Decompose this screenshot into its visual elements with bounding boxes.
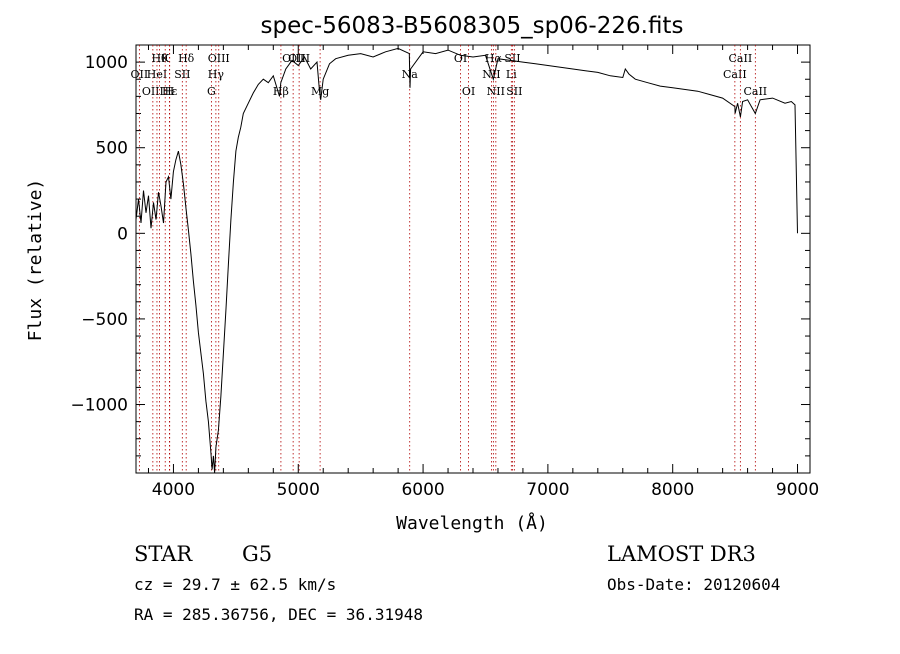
spectral-line-label: Hβ (273, 85, 289, 98)
x-tick-label: 5000 (277, 480, 320, 500)
spectral-line-label: Mg (311, 85, 329, 98)
obs-date: Obs-Date: 20120604 (607, 575, 780, 594)
spectral-line-label: Hγ (208, 68, 225, 81)
spectral-line-label: SII (174, 68, 190, 81)
x-axis-label: Wavelength (Å) (396, 512, 548, 534)
spectral-line-label: Hθ (151, 52, 168, 65)
y-tick-label: −1000 (70, 396, 128, 416)
chart-title: spec-56083-B5608305_sp06-226.fits (261, 13, 684, 39)
y-axis-label: Flux (relative) (25, 179, 46, 342)
plot-frame (135, 44, 811, 474)
spectral-line-label: OII (131, 68, 149, 81)
spectral-line-label: OI (454, 52, 467, 65)
spectral-line-label: CaII (729, 52, 753, 65)
plot-axes: 4000 5000 6000 7000 8000 9000 −1000 −500 0 500 100… (70, 44, 819, 500)
y-tick-label: −500 (81, 310, 128, 330)
spectral-line-label: Li (506, 68, 517, 81)
spectral-line-label: OIII (282, 52, 304, 65)
spectral-line-label: OIII (288, 52, 310, 65)
y-tick-label: 0 (117, 224, 128, 244)
spectral-line-label: CaII (723, 68, 747, 81)
object-subclass: G5 (242, 542, 272, 566)
x-tick-label: 8000 (651, 480, 694, 500)
redshift-info: cz = 29.7 ± 62.5 km/s (134, 575, 336, 594)
spectral-line-markers: OIIOIIIHeIHθKHHεSIIHδGHγOIIIHβOIIIOIIIMg… (131, 45, 767, 473)
object-class: STAR (134, 542, 193, 566)
spectral-line-label: OIII (208, 52, 230, 65)
y-tick-label: 1000 (85, 53, 128, 73)
spectral-line-label: Hδ (178, 52, 195, 65)
spectral-line-label: OI (462, 85, 475, 98)
x-tick-label: 9000 (776, 480, 819, 500)
survey-name: LAMOST DR3 (607, 542, 756, 566)
x-tick-label: 7000 (526, 480, 569, 500)
spectral-line-label: NII (487, 85, 505, 98)
spectral-line-label: HeI (147, 68, 167, 81)
spectrum-series (135, 47, 798, 474)
spectral-line-label: SII (504, 52, 520, 65)
spectral-line-label: K (161, 52, 170, 65)
spectral-line-label: Hε (162, 85, 178, 98)
spectral-line-label: H (165, 85, 175, 98)
x-tick-label: 6000 (401, 480, 444, 500)
coordinates: RA = 285.36756, DEC = 36.31948 (134, 605, 423, 624)
spectral-line-label: OIII (142, 85, 164, 98)
spectral-line-label: CaII (743, 85, 767, 98)
spectral-line-label: Hα (485, 52, 503, 65)
x-tick-label: 4000 (152, 480, 195, 500)
spectrum-flux-line (135, 47, 798, 474)
spectral-line-label: G (207, 85, 216, 98)
spectral-line-label: SII (506, 85, 522, 98)
y-tick-label: 500 (96, 139, 128, 159)
